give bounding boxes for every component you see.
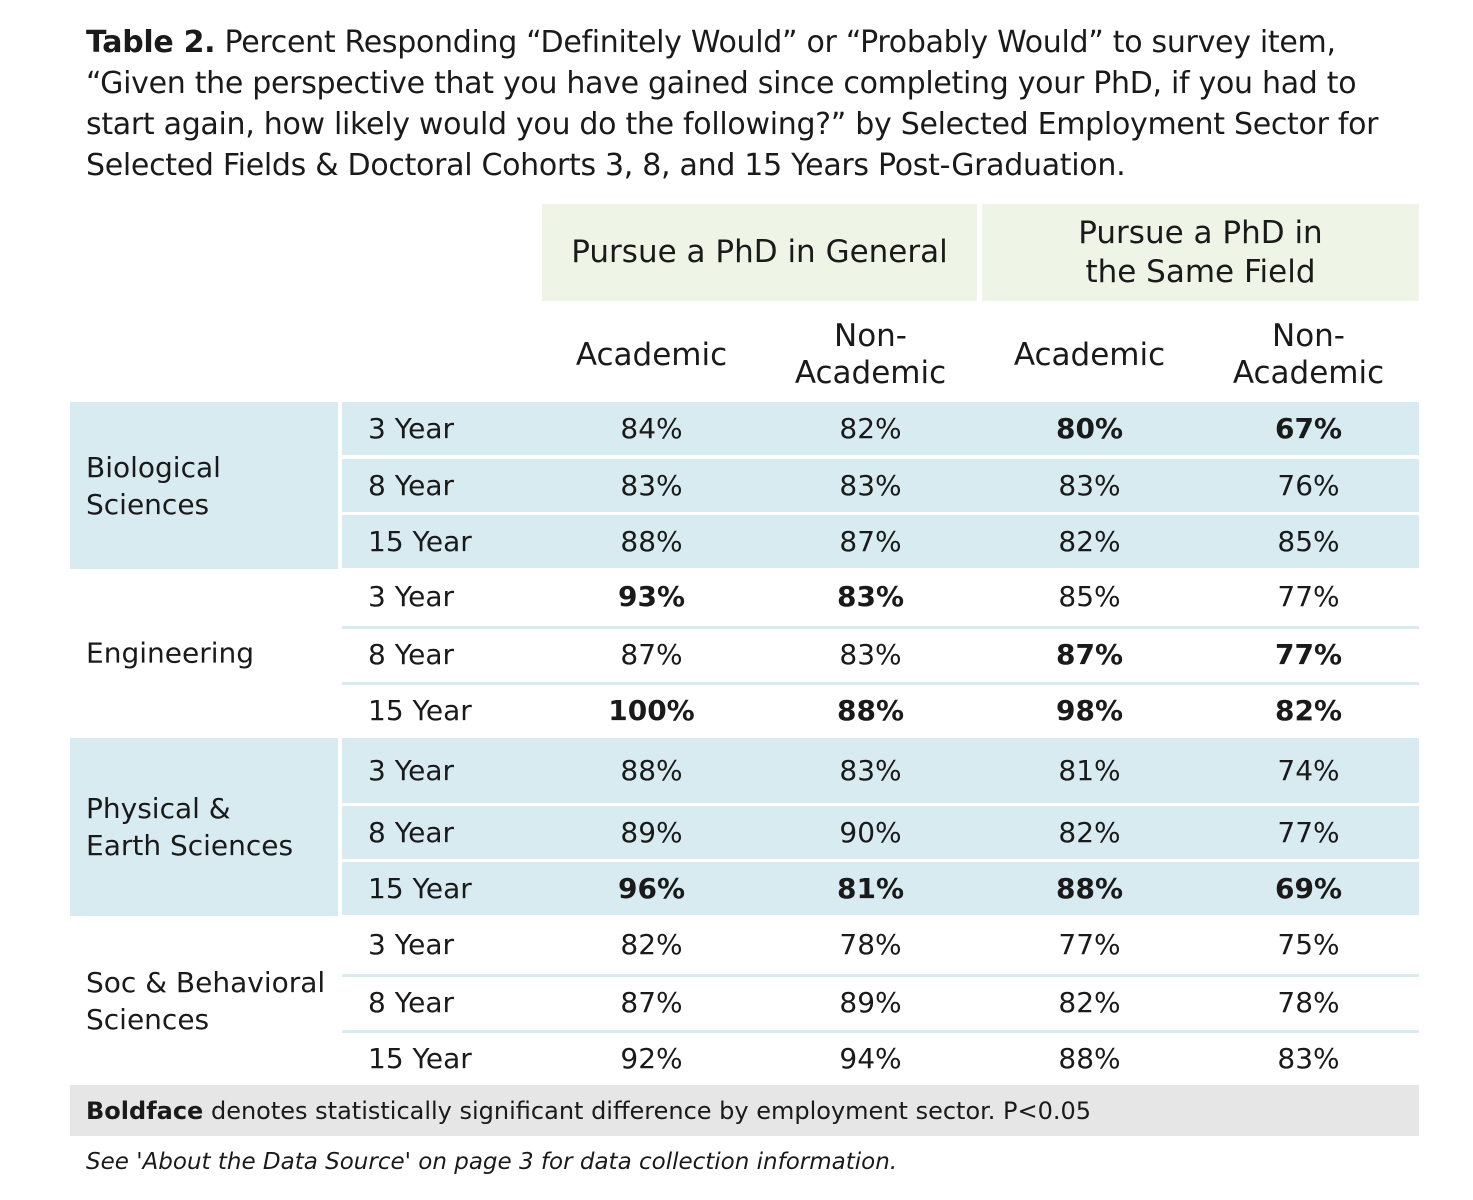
- cohort-label: 8 Year: [368, 469, 454, 502]
- table-row: 8 Year 89% 90% 82% 77%: [342, 806, 1419, 859]
- value-cell: 88%: [620, 525, 683, 558]
- table-title: Table 2. Percent Responding “Definitely …: [86, 22, 1426, 186]
- value-cell: 87%: [839, 525, 902, 558]
- cohort-label: 3 Year: [368, 927, 454, 961]
- column-header-same-field-academic: Academic: [980, 310, 1199, 400]
- column-header-same-field-non-academic: Non-Academic: [1199, 310, 1418, 400]
- cohort-label: 8 Year: [368, 985, 454, 1019]
- table-row: 15 Year 100% 88% 98% 82%: [342, 682, 1419, 735]
- column-header-general-non-academic: Non-Academic: [761, 310, 980, 400]
- value-cell: 83%: [839, 469, 902, 502]
- group-header-same-field-label: Pursue a PhD in the Same Field: [1078, 214, 1323, 290]
- value-cell: 82%: [1058, 985, 1121, 1019]
- value-cell: 88%: [1055, 872, 1124, 905]
- value-cell: 82%: [839, 412, 902, 445]
- value-cell: 82%: [620, 927, 683, 961]
- table-row: 15 Year 92% 94% 88% 83%: [342, 1030, 1419, 1083]
- cohort-label: 8 Year: [368, 816, 454, 849]
- value-cell: 83%: [620, 469, 683, 502]
- cohort-label: 3 Year: [368, 580, 454, 613]
- group-header-general-label: Pursue a PhD in General: [571, 234, 948, 270]
- table-row: 3 Year 88% 83% 81% 74%: [342, 738, 1419, 803]
- group-header-general: Pursue a PhD in General: [542, 204, 977, 301]
- field-label: Engineering: [86, 636, 254, 670]
- value-cell: 87%: [620, 985, 683, 1019]
- value-cell: 89%: [620, 816, 683, 849]
- column-header-label: Academic: [1013, 336, 1166, 373]
- column-header-label: Non-Academic: [794, 318, 947, 391]
- table-row: 8 Year 83% 83% 83% 76%: [342, 459, 1419, 512]
- table-row: 15 Year 96% 81% 88% 69%: [342, 862, 1419, 915]
- value-cell: 83%: [1277, 1041, 1340, 1075]
- cohort-label: 15 Year: [368, 1041, 472, 1075]
- value-cell: 81%: [836, 872, 905, 905]
- value-cell: 92%: [620, 1041, 683, 1075]
- table-title-label: Table 2.: [86, 25, 216, 60]
- value-cell: 67%: [1274, 412, 1343, 445]
- value-cell: 83%: [1058, 469, 1121, 502]
- footnote-text: denotes statistically significant differ…: [203, 1096, 1092, 1125]
- field-label-cell: Biological Sciences: [70, 402, 338, 569]
- cohort-label: 15 Year: [368, 693, 472, 727]
- column-header-label: Non-Academic: [1232, 318, 1385, 391]
- cohort-label: 8 Year: [368, 637, 454, 671]
- field-label: Biological Sciences: [86, 450, 221, 521]
- value-cell: 78%: [839, 927, 902, 961]
- value-cell: 77%: [1274, 637, 1343, 671]
- table-row: 3 Year 84% 82% 80% 67%: [342, 402, 1419, 455]
- value-cell: 100%: [608, 693, 695, 727]
- value-cell: 88%: [620, 754, 683, 787]
- value-cell: 89%: [839, 985, 902, 1019]
- field-label-cell: Engineering: [70, 570, 338, 736]
- cohort-label: 3 Year: [368, 412, 454, 445]
- value-cell: 90%: [839, 816, 902, 849]
- value-cell: 75%: [1277, 927, 1340, 961]
- value-cell: 77%: [1277, 580, 1340, 613]
- table-title-text: Percent Responding “Definitely Would” or…: [86, 25, 1379, 183]
- value-cell: 77%: [1058, 927, 1121, 961]
- value-cell: 80%: [1055, 412, 1124, 445]
- value-cell: 84%: [620, 412, 683, 445]
- value-cell: 78%: [1277, 985, 1340, 1019]
- value-cell: 85%: [1058, 580, 1121, 613]
- cohort-label: 15 Year: [368, 525, 472, 558]
- value-cell: 82%: [1058, 525, 1121, 558]
- value-cell: 76%: [1277, 469, 1340, 502]
- value-cell: 82%: [1274, 693, 1343, 727]
- value-cell: 82%: [1058, 816, 1121, 849]
- significance-footnote: Boldface denotes statistically significa…: [70, 1085, 1419, 1136]
- cohort-label: 3 Year: [368, 754, 454, 787]
- field-label: Soc & Behavioral Sciences: [86, 966, 326, 1036]
- table-row: 3 Year 82% 78% 77% 75%: [342, 917, 1419, 971]
- value-cell: 87%: [620, 637, 683, 671]
- value-cell: 88%: [836, 693, 905, 727]
- value-cell: 69%: [1274, 872, 1343, 905]
- value-cell: 93%: [617, 580, 686, 613]
- value-cell: 96%: [617, 872, 686, 905]
- table-row: 15 Year 88% 87% 82% 85%: [342, 515, 1419, 568]
- column-header-label: Academic: [575, 336, 728, 373]
- value-cell: 88%: [1058, 1041, 1121, 1075]
- value-cell: 83%: [839, 754, 902, 787]
- table-row: 8 Year 87% 89% 82% 78%: [342, 974, 1419, 1027]
- value-cell: 85%: [1277, 525, 1340, 558]
- value-cell: 81%: [1058, 754, 1121, 787]
- value-cell: 83%: [836, 580, 905, 613]
- value-cell: 98%: [1055, 693, 1124, 727]
- value-cell: 87%: [1055, 637, 1124, 671]
- data-source-note: See 'About the Data Source' on page 3 fo…: [86, 1149, 898, 1175]
- value-cell: 74%: [1277, 754, 1340, 787]
- column-header-general-academic: Academic: [542, 310, 761, 400]
- footnote-bold-word: Boldface: [86, 1096, 204, 1125]
- group-header-same-field: Pursue a PhD in the Same Field: [982, 204, 1419, 301]
- value-cell: 83%: [839, 637, 902, 671]
- value-cell: 94%: [839, 1041, 902, 1075]
- cohort-label: 15 Year: [368, 872, 472, 905]
- table-row: 8 Year 87% 83% 87% 77%: [342, 626, 1419, 679]
- field-label-cell: Physical & Earth Sciences: [70, 738, 338, 916]
- value-cell: 77%: [1277, 816, 1340, 849]
- field-label-cell: Soc & Behavioral Sciences: [70, 917, 338, 1085]
- field-label: Physical & Earth Sciences: [86, 792, 294, 862]
- table-row: 3 Year 93% 83% 85% 77%: [342, 570, 1419, 623]
